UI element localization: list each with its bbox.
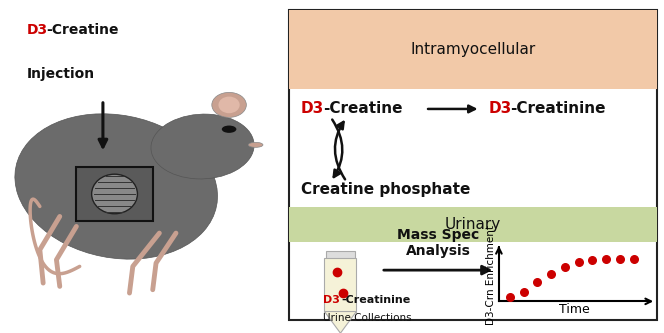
Point bbox=[573, 259, 584, 264]
Text: D3: D3 bbox=[489, 102, 512, 117]
Text: Injection: Injection bbox=[27, 67, 95, 81]
Point bbox=[505, 294, 515, 300]
Text: D3: D3 bbox=[27, 23, 48, 37]
Ellipse shape bbox=[218, 97, 240, 113]
FancyBboxPatch shape bbox=[76, 166, 153, 221]
Ellipse shape bbox=[212, 92, 246, 118]
Point bbox=[532, 280, 542, 285]
X-axis label: Time: Time bbox=[559, 303, 590, 316]
Text: Urinary: Urinary bbox=[445, 217, 501, 232]
Text: Intramyocellular: Intramyocellular bbox=[410, 42, 536, 57]
Text: Mass Spec
Analysis: Mass Spec Analysis bbox=[397, 228, 479, 258]
FancyBboxPatch shape bbox=[326, 251, 355, 259]
Y-axis label: D3-Crn Enrichment: D3-Crn Enrichment bbox=[486, 225, 496, 325]
Ellipse shape bbox=[248, 143, 263, 148]
Point bbox=[601, 257, 612, 262]
Ellipse shape bbox=[92, 174, 137, 214]
FancyBboxPatch shape bbox=[289, 10, 657, 320]
Point bbox=[560, 264, 570, 269]
Ellipse shape bbox=[15, 114, 218, 259]
Text: -Creatine: -Creatine bbox=[46, 23, 119, 37]
Ellipse shape bbox=[151, 114, 254, 179]
Text: Urine Collections: Urine Collections bbox=[323, 313, 411, 323]
FancyBboxPatch shape bbox=[289, 207, 657, 242]
Text: D3: D3 bbox=[301, 102, 324, 117]
Text: D3: D3 bbox=[323, 295, 339, 305]
FancyBboxPatch shape bbox=[325, 258, 357, 312]
Point bbox=[614, 257, 625, 262]
Text: -Creatine: -Creatine bbox=[323, 102, 402, 117]
Polygon shape bbox=[325, 312, 357, 333]
Point bbox=[519, 289, 529, 294]
Text: Creatine phosphate: Creatine phosphate bbox=[301, 182, 470, 197]
Point bbox=[546, 271, 556, 277]
Point bbox=[587, 257, 598, 262]
Point bbox=[628, 256, 639, 262]
Text: -Creatinine: -Creatinine bbox=[341, 295, 410, 305]
FancyBboxPatch shape bbox=[289, 10, 657, 89]
Text: -Creatinine: -Creatinine bbox=[511, 102, 606, 117]
Circle shape bbox=[222, 126, 236, 133]
